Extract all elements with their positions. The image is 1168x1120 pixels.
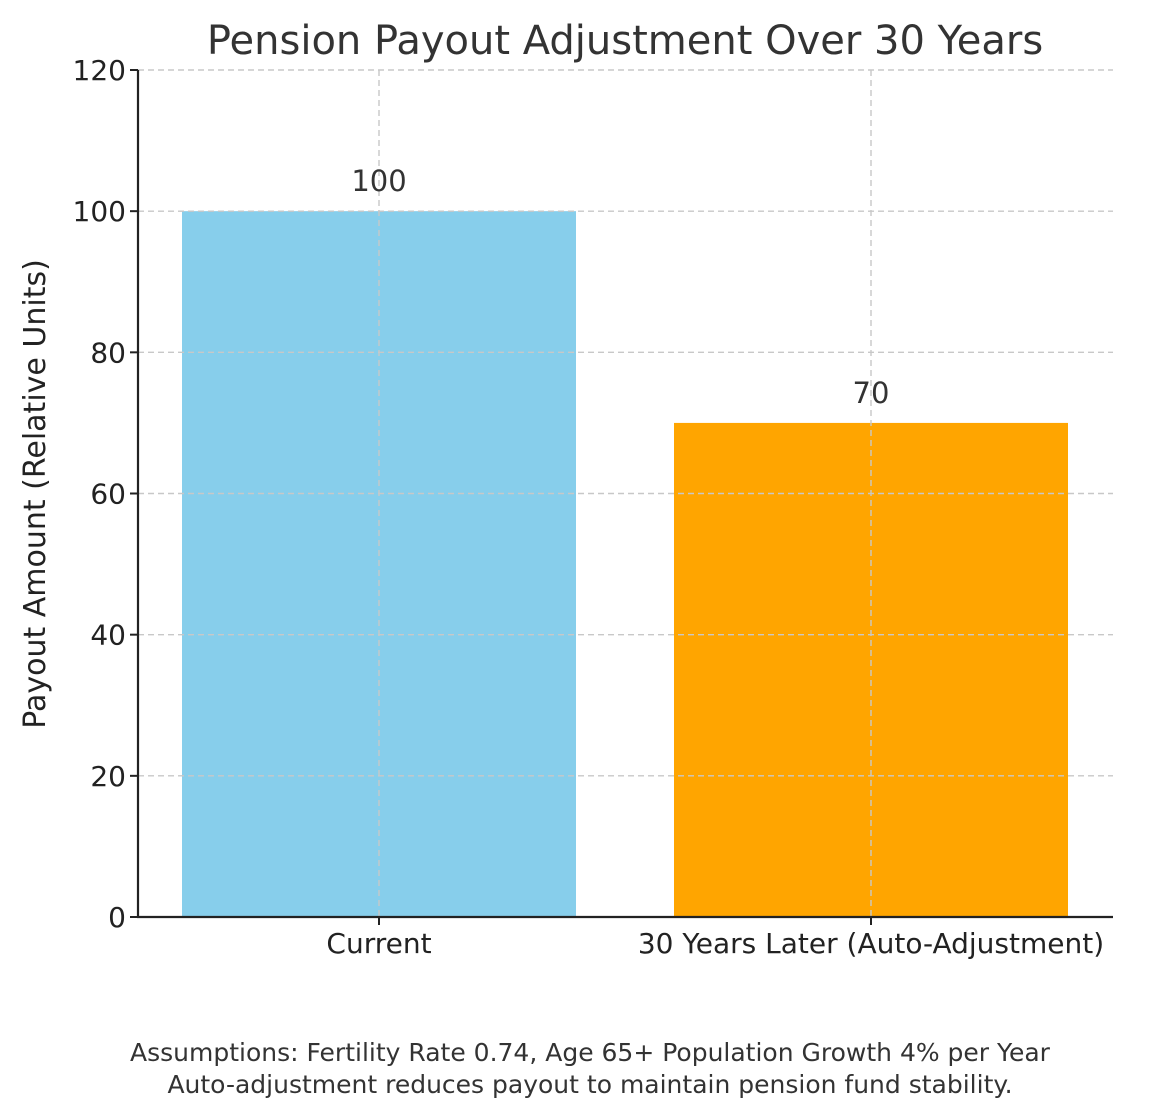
chart-title: Pension Payout Adjustment Over 30 Years xyxy=(207,18,1043,64)
bars xyxy=(182,211,1068,917)
y-tick-label: 60 xyxy=(90,478,126,511)
data-label: 70 xyxy=(853,376,890,410)
y-tick-label: 80 xyxy=(90,336,126,369)
data-labels: 100 70 xyxy=(351,164,889,410)
y-ticks: 0 20 40 60 80 100 120 xyxy=(73,54,138,934)
x-tick-label: Current xyxy=(326,927,431,960)
assumptions-note: Assumptions: Fertility Rate 0.74, Age 65… xyxy=(130,1038,1051,1067)
y-tick-label: 40 xyxy=(90,619,126,652)
y-tick-label: 20 xyxy=(90,760,126,793)
data-label: 100 xyxy=(351,164,406,198)
y-axis-title: Payout Amount (Relative Units) xyxy=(18,259,53,729)
x-ticks: Current 30 Years Later (Auto-Adjustment) xyxy=(326,917,1104,960)
adjustment-note: Auto-adjustment reduces payout to mainta… xyxy=(167,1070,1012,1099)
y-tick-label: 100 xyxy=(73,195,126,228)
x-tick-label: 30 Years Later (Auto-Adjustment) xyxy=(638,927,1104,960)
y-tick-label: 0 xyxy=(108,901,126,934)
y-tick-label: 120 xyxy=(73,54,126,87)
grid xyxy=(138,69,1113,917)
